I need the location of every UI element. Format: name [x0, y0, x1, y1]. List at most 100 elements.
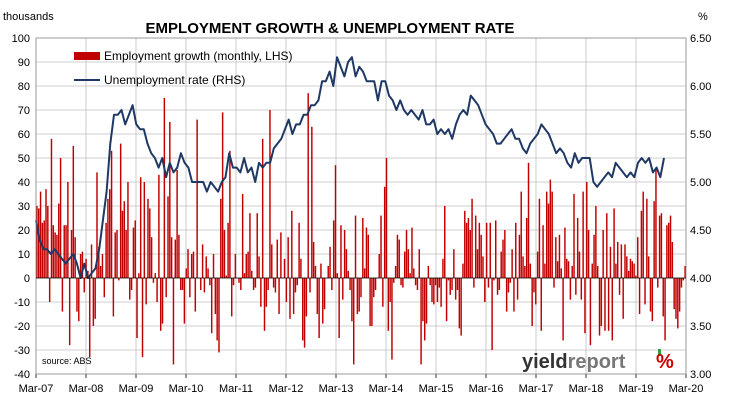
- employment-bar: [425, 278, 428, 324]
- employment-bar: [94, 278, 96, 319]
- employment-bar: [525, 218, 528, 278]
- employment-bar: [83, 278, 85, 293]
- employment-bar: [278, 278, 280, 314]
- employment-bar: [675, 278, 677, 319]
- employment-bar: [458, 278, 461, 329]
- source-note: source: ABS: [42, 356, 92, 366]
- employment-bar: [651, 278, 654, 322]
- employment-bar: [382, 278, 384, 307]
- employment-bar: [418, 249, 420, 278]
- employment-bar: [402, 278, 404, 288]
- employment-bar: [596, 266, 599, 278]
- employment-bar: [263, 278, 266, 331]
- employment-bar: [314, 266, 317, 278]
- employment-bar: [298, 222, 300, 278]
- employment-bar: [669, 215, 672, 278]
- employment-bar: [626, 256, 628, 278]
- employment-bar: [302, 278, 304, 341]
- employment-bar: [385, 158, 388, 278]
- employment-bar: [549, 179, 552, 278]
- brand-symbol: %: [656, 351, 674, 373]
- employment-bar: [190, 254, 193, 278]
- employment-bar: [637, 237, 639, 278]
- brand-text-light: report: [568, 351, 626, 373]
- y-left-tick-label: -20: [14, 321, 30, 333]
- employment-bar: [132, 227, 135, 278]
- employment-bar: [272, 278, 275, 288]
- employment-bar: [502, 239, 504, 278]
- employment-bar: [63, 225, 65, 278]
- unemployment-line-path: [35, 56, 665, 279]
- employment-bar: [454, 278, 457, 300]
- employment-bar: [646, 198, 648, 278]
- employment-bar: [331, 278, 333, 290]
- employment-bar: [595, 206, 597, 278]
- employment-bar: [389, 278, 391, 302]
- axes: 1009080706050403020100-10-20-30-406.506.…: [12, 33, 712, 395]
- employment-bar: [589, 278, 592, 346]
- employment-bar: [556, 261, 559, 278]
- y-right-tick-label: 5.50: [690, 129, 711, 141]
- employment-bar: [635, 275, 637, 278]
- x-tick-label: Mar-16: [469, 383, 504, 395]
- employment-bar: [575, 278, 577, 295]
- y-right-tick-label: 3.50: [690, 321, 711, 333]
- employment-bar: [50, 138, 53, 278]
- employment-bar: [316, 278, 319, 314]
- employment-bar: [180, 278, 182, 290]
- employment-bar: [340, 225, 342, 278]
- employment-bar: [178, 234, 180, 278]
- employment-bar: [167, 196, 169, 278]
- employment-bar: [200, 278, 202, 290]
- employment-bar: [447, 278, 450, 281]
- employment-bar: [216, 278, 218, 341]
- employment-bar: [451, 278, 453, 290]
- employment-bar: [374, 278, 377, 290]
- employment-bar: [684, 266, 686, 278]
- employment-bar: [265, 278, 268, 307]
- employment-bar: [467, 218, 470, 278]
- employment-bar: [555, 237, 557, 278]
- employment-bar: [507, 278, 510, 293]
- employment-bar: [354, 215, 357, 278]
- y-left-tick-label: 20: [18, 225, 30, 237]
- employment-bar: [158, 174, 160, 278]
- employment-bar: [79, 254, 82, 278]
- employment-bar: [41, 222, 44, 278]
- employment-bar: [453, 249, 455, 278]
- employment-bar: [249, 213, 251, 278]
- employment-bar: [136, 278, 138, 338]
- employment-bar: [130, 278, 133, 290]
- employment-bar: [387, 278, 390, 331]
- employment-bar: [147, 198, 149, 278]
- employment-bar: [145, 278, 147, 305]
- x-tick-label: Mar-17: [519, 383, 554, 395]
- employment-bar: [362, 218, 364, 278]
- employment-bar: [365, 227, 368, 278]
- employment-bar: [622, 278, 624, 319]
- employment-bar: [473, 278, 475, 288]
- employment-bar: [45, 189, 47, 278]
- y-left-axis-label: thousands: [3, 11, 54, 23]
- employment-bar: [416, 278, 419, 290]
- employment-bar: [152, 278, 155, 283]
- x-tick-label: Mar-19: [619, 383, 654, 395]
- y-left-tick-label: 60: [18, 129, 30, 141]
- employment-bar: [474, 215, 477, 278]
- brand-logo: yieldreport %: [522, 349, 674, 373]
- employment-bar: [600, 278, 603, 326]
- employment-bar: [582, 191, 584, 278]
- employment-bar: [207, 268, 209, 278]
- employment-bar: [232, 278, 235, 286]
- employment-bar: [653, 201, 655, 278]
- employment-bar: [274, 278, 277, 293]
- employment-bar: [240, 278, 242, 290]
- employment-bar: [413, 268, 415, 278]
- employment-bar: [620, 244, 623, 278]
- employment-bar: [68, 278, 71, 346]
- employment-bar: [154, 273, 156, 278]
- employment-bar: [318, 278, 320, 338]
- employment-bar: [576, 218, 579, 278]
- employment-bar: [613, 208, 615, 278]
